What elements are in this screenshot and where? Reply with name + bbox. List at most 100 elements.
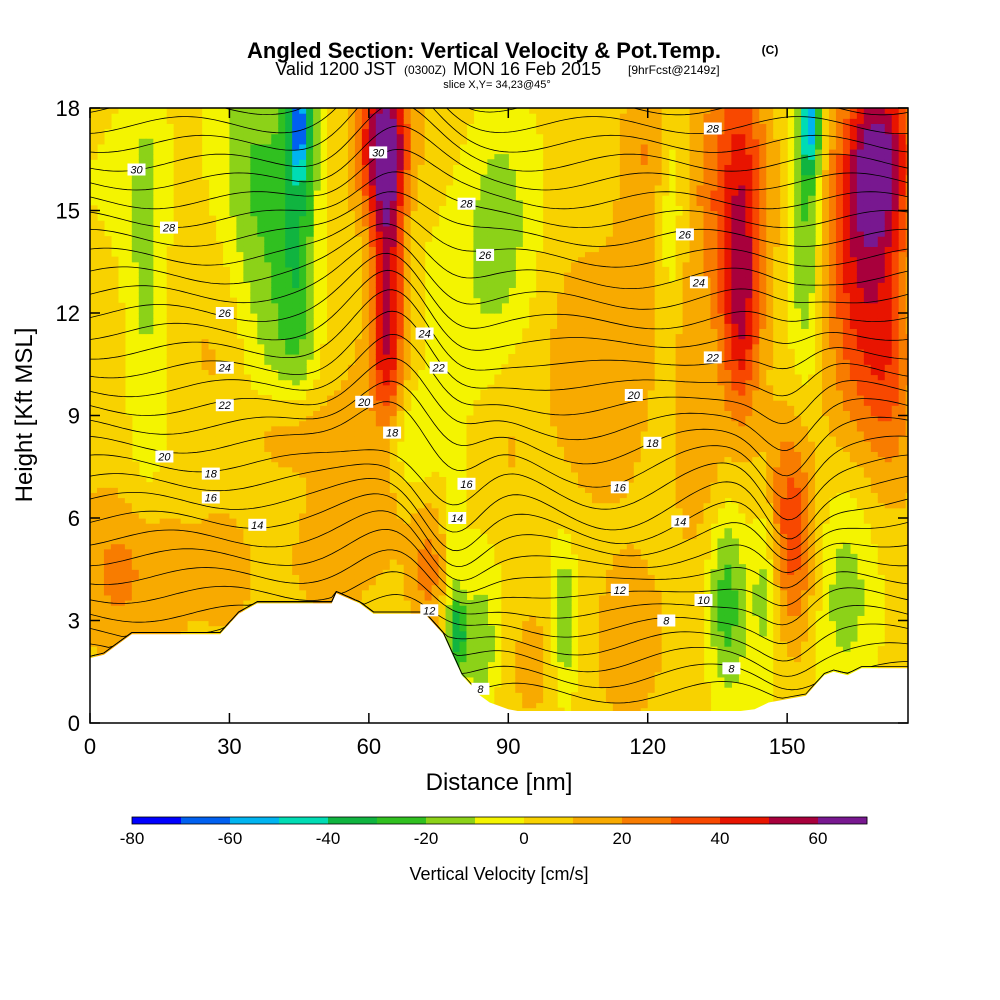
velocity-cell — [257, 487, 265, 493]
velocity-cell — [285, 354, 293, 360]
velocity-cell — [243, 205, 251, 212]
velocity-cell — [215, 343, 224, 350]
velocity-cell — [396, 518, 405, 524]
velocity-cell — [285, 292, 293, 299]
velocity-cell — [299, 600, 307, 606]
velocity-cell — [264, 497, 272, 504]
velocity-cell — [361, 564, 370, 570]
velocity-cell — [194, 149, 203, 155]
velocity-cell — [299, 456, 307, 463]
velocity-cell — [334, 512, 342, 519]
velocity-cell — [173, 174, 182, 181]
velocity-cell — [117, 579, 126, 586]
velocity-cell — [278, 471, 286, 478]
velocity-cell — [264, 461, 272, 468]
velocity-cell — [417, 174, 426, 181]
velocity-cell — [389, 143, 398, 150]
velocity-cell — [410, 538, 419, 545]
velocity-cell — [389, 369, 398, 376]
velocity-cell — [145, 487, 154, 493]
velocity-cell — [103, 620, 112, 627]
velocity-cell — [313, 471, 321, 478]
velocity-cell — [229, 559, 237, 565]
velocity-cell — [389, 200, 398, 206]
velocity-cell — [313, 138, 321, 145]
velocity-cell — [396, 553, 405, 560]
velocity-cell — [403, 307, 412, 314]
velocity-cell — [173, 400, 182, 406]
velocity-cell — [271, 261, 279, 268]
velocity-cell — [327, 600, 335, 606]
velocity-cell — [173, 446, 182, 452]
velocity-cell — [361, 277, 370, 283]
velocity-cell — [215, 436, 224, 442]
velocity-cell — [229, 113, 237, 119]
velocity-cell — [236, 179, 244, 186]
velocity-cell — [187, 179, 196, 186]
velocity-cell — [361, 415, 370, 422]
velocity-cell — [166, 313, 175, 319]
velocity-cell — [257, 333, 265, 340]
velocity-cell — [173, 266, 182, 273]
velocity-cell — [375, 108, 384, 114]
velocity-cell — [250, 297, 258, 304]
velocity-cell — [110, 533, 119, 540]
velocity-cell — [361, 174, 370, 181]
velocity-cell — [347, 256, 356, 263]
velocity-cell — [208, 292, 217, 299]
velocity-cell — [222, 492, 231, 499]
velocity-cell — [173, 512, 182, 519]
velocity-cell — [236, 220, 244, 227]
velocity-cell — [90, 553, 98, 560]
velocity-cell — [410, 497, 419, 504]
velocity-cell — [166, 523, 175, 529]
velocity-cell — [236, 210, 244, 217]
velocity-cell — [145, 159, 154, 165]
velocity-cell — [180, 456, 189, 463]
velocity-cell — [403, 400, 412, 406]
velocity-cell — [313, 425, 321, 432]
velocity-cell — [145, 518, 154, 524]
velocity-cell — [340, 138, 349, 145]
velocity-cell — [103, 266, 112, 273]
velocity-cell — [417, 241, 426, 247]
velocity-cell — [264, 410, 272, 417]
velocity-cell — [250, 220, 258, 227]
velocity-cell — [264, 272, 272, 278]
velocity-cell — [124, 461, 133, 468]
velocity-cell — [306, 569, 314, 575]
velocity-cell — [347, 461, 356, 468]
velocity-cell — [410, 379, 419, 386]
velocity-cell — [236, 548, 244, 555]
velocity-cell — [285, 241, 293, 247]
velocity-cell — [306, 133, 314, 140]
velocity-cell — [208, 236, 217, 242]
velocity-cell — [145, 492, 154, 499]
velocity-cell — [424, 482, 433, 488]
velocity-cell — [173, 369, 182, 376]
velocity-cell — [334, 205, 342, 212]
velocity-cell — [354, 487, 363, 493]
velocity-cell — [222, 615, 231, 622]
velocity-cell — [382, 195, 391, 201]
velocity-cell — [180, 251, 189, 258]
velocity-cell — [180, 302, 189, 309]
velocity-cell — [299, 466, 307, 473]
velocity-cell — [180, 241, 189, 247]
velocity-cell — [292, 553, 300, 560]
velocity-cell — [340, 471, 349, 478]
velocity-cell — [180, 292, 189, 299]
velocity-cell — [159, 497, 168, 504]
velocity-cell — [250, 287, 258, 294]
velocity-cell — [306, 323, 314, 329]
velocity-cell — [194, 338, 203, 345]
velocity-cell — [117, 318, 126, 324]
velocity-cell — [131, 543, 140, 550]
velocity-cell — [299, 436, 307, 442]
velocity-cell — [396, 282, 405, 288]
velocity-cell — [389, 225, 398, 232]
velocity-cell — [389, 446, 398, 452]
velocity-cell — [396, 138, 405, 145]
velocity-cell — [396, 369, 405, 376]
velocity-cell — [117, 354, 126, 360]
